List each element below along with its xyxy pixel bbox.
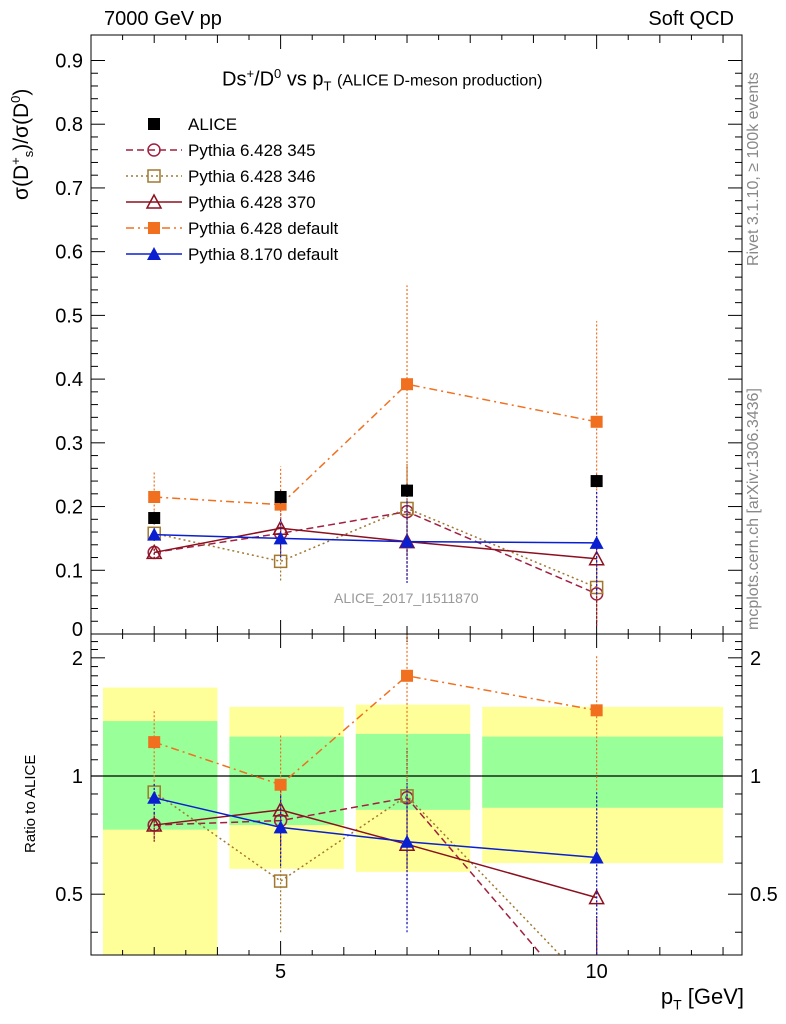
legend-marker-pythia-6-428-370 xyxy=(145,193,163,209)
top-ytick-label: 0.2 xyxy=(55,497,83,519)
title-rest: /D xyxy=(254,68,275,91)
top-ytick-label: 0 xyxy=(72,619,83,641)
point-alice xyxy=(148,512,161,525)
point-alice xyxy=(274,490,287,503)
ratio-point-pythia-6-428-346 xyxy=(273,874,288,888)
point-pythia-6-428-default xyxy=(590,415,603,428)
legend-label-alice: ALICE xyxy=(188,115,237,134)
top-ytick-label: 0.1 xyxy=(55,560,83,582)
watermark: ALICE_2017_I1511870 xyxy=(334,590,479,606)
xtick-label: 5 xyxy=(275,961,286,983)
ratio-point-pythia-6-428-default xyxy=(274,778,287,791)
xlabel-unit: [GeV] xyxy=(681,984,744,1009)
series-line-pythia-6-428-345 xyxy=(154,510,597,595)
legend-label-pythia-6-428-346: Pythia 6.428 346 xyxy=(188,167,316,186)
legend-marker-pythia-6-428-346 xyxy=(147,169,161,183)
xlabel-sub: T xyxy=(673,996,682,1013)
series-line-pythia-8-170-default xyxy=(154,533,597,544)
ylabel-mid: )/σ(D xyxy=(10,102,33,151)
ratio-point-pythia-8-170-default xyxy=(147,790,162,804)
series-line-pythia-6-428-default xyxy=(154,383,597,506)
top-ytick-label: 0.7 xyxy=(55,178,83,200)
legend-marker-pythia-6-428-default xyxy=(148,222,160,234)
point-pythia-6-428-346 xyxy=(273,554,288,569)
series-line-pythia-6-428-370 xyxy=(154,527,597,560)
ref-band-inner xyxy=(482,736,724,808)
ratio-point-pythia-6-428-default xyxy=(148,736,161,749)
ylabel-post: ) xyxy=(10,88,33,96)
top-ytick-label: 0.8 xyxy=(55,114,83,136)
legend-marker-alice xyxy=(148,118,160,130)
legend-marker-pythia-8-170-default xyxy=(147,247,161,260)
ratio-point-pythia-6-428-default xyxy=(401,669,414,682)
point-pythia-8-170-default xyxy=(589,535,604,549)
point-pythia-8-170-default xyxy=(273,531,288,545)
ratio-point-pythia-8-170-default xyxy=(589,850,604,864)
bottom-ytick-label-right: 1 xyxy=(750,766,761,788)
ylabel-pre: σ(D xyxy=(10,164,33,200)
xtick-label: 10 xyxy=(586,961,608,983)
ratio-point-pythia-6-428-346 xyxy=(400,789,414,803)
header-left: 7000 GeV pp xyxy=(104,8,222,30)
bottom-ytick-label: 2 xyxy=(72,648,83,670)
bottom-ytick-label: 1 xyxy=(72,766,83,788)
y-axis-label-top: σ(D+s)/σ(D0) xyxy=(8,88,37,200)
ratio-point-pythia-6-428-370 xyxy=(588,889,605,905)
bottom-ytick-label-right: 2 xyxy=(750,648,761,670)
bottom-ytick-label: 0.5 xyxy=(55,884,83,906)
ratio-line-pythia-6-428-346 xyxy=(153,791,562,955)
ratio-line-pythia-6-428-345 xyxy=(154,796,543,955)
top-ytick-label: 0.3 xyxy=(55,433,83,455)
ratio-line-pythia-6-428-370 xyxy=(154,809,597,899)
top-ytick-label: 0.5 xyxy=(55,305,83,327)
legend-label-pythia-6-428-345: Pythia 6.428 345 xyxy=(188,141,316,160)
ratio-point-pythia-8-170-default xyxy=(273,820,288,834)
bottom-ytick-label-right: 0.5 xyxy=(750,884,778,906)
point-alice xyxy=(590,475,603,488)
ratio-point-pythia-8-170-default xyxy=(400,834,415,848)
rivet-label: Rivet 3.1.10, ≥ 100k events xyxy=(745,72,762,266)
ratio-line-pythia-8-170-default xyxy=(154,797,597,859)
xlabel-main: p xyxy=(660,984,674,1009)
series-line-pythia-6-428-346 xyxy=(154,507,597,589)
top-ytick-label: 0.4 xyxy=(55,369,83,391)
mcplots-label: mcplots.cern.ch [arXiv:1306.3436] xyxy=(745,388,762,630)
top-ytick-label: 0.6 xyxy=(55,242,83,264)
title-vs: vs p xyxy=(281,68,324,91)
point-alice xyxy=(401,484,414,497)
y-axis-label-bottom: Ratio to ALICE xyxy=(22,754,39,853)
legend-label-pythia-6-428-default: Pythia 6.428 default xyxy=(188,219,339,238)
chart-title: Ds+/D0 vs pT (ALICE D-meson production) xyxy=(222,66,543,94)
legend-label-pythia-8-170-default: Pythia 8.170 default xyxy=(188,245,339,264)
top-ytick-label: 0.9 xyxy=(55,50,83,72)
ratio-line-pythia-6-428-default xyxy=(153,674,597,786)
point-pythia-6-428-default xyxy=(401,378,414,391)
legend-marker-pythia-6-428-345 xyxy=(147,143,161,157)
point-pythia-8-170-default xyxy=(147,527,162,541)
title-main: Ds xyxy=(222,68,247,91)
point-pythia-6-428-default xyxy=(148,490,161,503)
ratio-point-pythia-6-428-default xyxy=(590,704,603,717)
title-sub: T xyxy=(323,78,332,94)
point-pythia-6-428-370 xyxy=(145,543,163,560)
point-pythia-8-170-default xyxy=(400,534,415,548)
x-axis-label: pT [GeV] xyxy=(661,984,744,1012)
bottom-panel-frame xyxy=(90,633,743,956)
legend-label-pythia-6-428-370: Pythia 6.428 370 xyxy=(188,193,316,212)
header-right: Soft QCD xyxy=(648,8,734,30)
ratio-point-pythia-6-428-370 xyxy=(145,816,163,832)
title-desc: (ALICE D-meson production) xyxy=(337,72,543,90)
